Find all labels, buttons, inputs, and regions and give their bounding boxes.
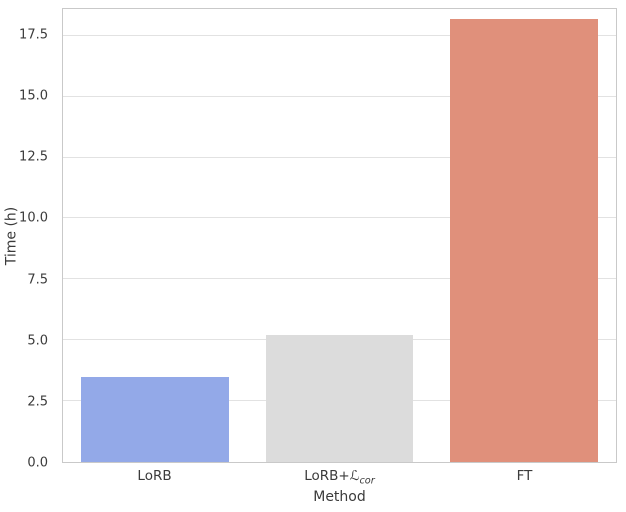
x-tick-label: LoRB+ℒcor xyxy=(304,468,375,486)
gridline xyxy=(63,156,616,158)
y-tick-label: 12.5 xyxy=(19,149,48,165)
bar-ft xyxy=(450,18,598,462)
x-tick-label: FT xyxy=(517,468,533,484)
y-tick-label: 10.0 xyxy=(19,210,48,226)
bar-lorb-lcor xyxy=(265,335,414,462)
y-tick-label: 17.5 xyxy=(19,27,48,43)
x-tick-label-text: LoRB+ℒ xyxy=(304,468,360,484)
x-axis-tick-labels: LoRB LoRB+ℒcor FT xyxy=(62,468,617,488)
y-axis-tick-labels: 0.0 2.5 5.0 7.5 10.0 12.5 15.0 17.5 xyxy=(0,8,56,469)
plot-area xyxy=(62,8,617,463)
x-tick-label-subscript: cor xyxy=(359,475,375,487)
x-tick-label: LoRB xyxy=(137,468,171,484)
bar-lorb xyxy=(81,376,229,462)
gridline xyxy=(63,217,616,219)
gridline xyxy=(63,95,616,97)
x-axis-label: Method xyxy=(313,489,366,505)
y-tick-label: 2.5 xyxy=(27,394,48,410)
gridline xyxy=(63,34,616,36)
y-tick-label: 7.5 xyxy=(27,272,48,288)
gridline xyxy=(63,278,616,280)
y-tick-label: 5.0 xyxy=(27,333,48,349)
y-tick-label: 0.0 xyxy=(27,455,48,471)
x-tick-label-text: FT xyxy=(516,468,533,484)
y-tick-label: 15.0 xyxy=(19,88,48,104)
x-tick-label-text: LoRB xyxy=(137,468,172,484)
